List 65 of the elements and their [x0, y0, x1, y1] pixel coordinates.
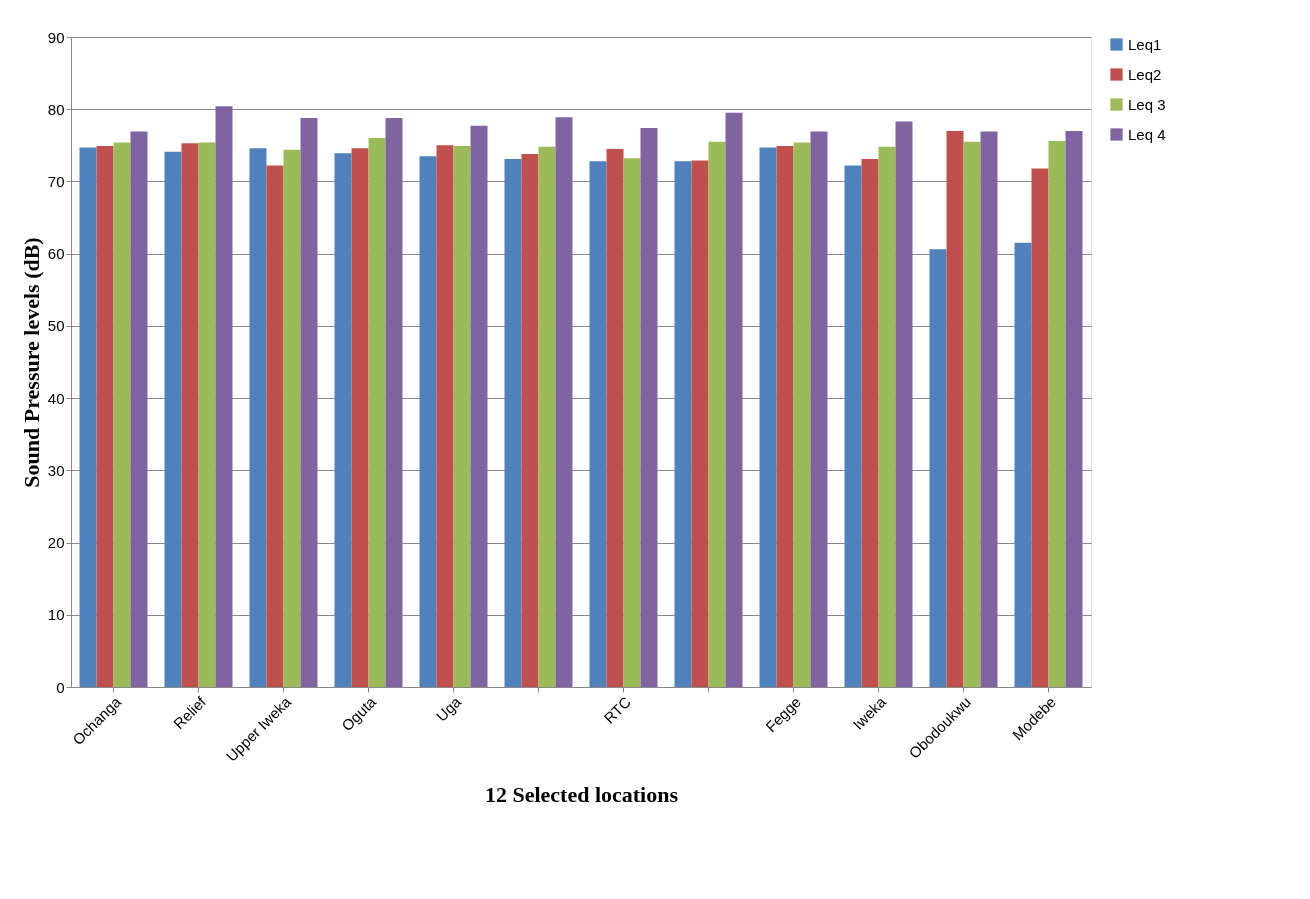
bar [266, 165, 284, 687]
bar [810, 131, 828, 687]
bar [215, 106, 233, 687]
x-axis-title: 12 Selected locations [484, 781, 679, 807]
bar [419, 156, 437, 687]
bar [436, 145, 454, 687]
y-tick-label: 0 [56, 678, 65, 696]
bar [181, 143, 199, 687]
y-tick-label: 50 [47, 317, 65, 335]
bar [453, 146, 471, 687]
legend-label: Leq 3 [1128, 95, 1166, 113]
bar [793, 142, 811, 687]
bar [521, 154, 539, 687]
y-tick-label: 40 [47, 389, 65, 407]
y-axis-title: Sound Pressure levels (dB) [18, 237, 44, 488]
bar [674, 161, 692, 687]
bar [708, 141, 726, 687]
x-tick-label: Uga [432, 692, 465, 725]
bar [368, 138, 386, 687]
legend-label: Leq 4 [1128, 125, 1166, 143]
bar [164, 151, 182, 687]
bar [351, 148, 369, 687]
bar [929, 249, 947, 687]
y-tick-label: 20 [47, 534, 65, 552]
bar [538, 146, 556, 687]
bar [283, 149, 301, 687]
legend-label: Leq1 [1128, 35, 1162, 53]
bar [691, 160, 709, 687]
y-tick-label: 10 [47, 606, 65, 624]
bar [198, 142, 216, 687]
bar [96, 146, 114, 687]
bar [640, 128, 658, 687]
bar [725, 112, 743, 687]
bar [504, 159, 522, 687]
bar [555, 117, 573, 687]
bar [1031, 168, 1049, 687]
bar [249, 148, 267, 687]
y-tick-label: 90 [47, 28, 65, 46]
y-tick-label: 70 [47, 172, 65, 190]
bar [113, 142, 131, 687]
bar [470, 125, 488, 687]
bar [1014, 242, 1032, 687]
bar [946, 130, 964, 687]
bar [844, 165, 862, 687]
bar [963, 141, 981, 687]
bar [878, 146, 896, 687]
y-tick-label: 60 [47, 245, 65, 263]
bar [1048, 141, 1066, 687]
bar [776, 146, 794, 687]
y-tick-label: 30 [47, 461, 65, 479]
bar [895, 121, 913, 687]
bar [759, 147, 777, 687]
bar [130, 131, 148, 687]
bar [79, 147, 97, 687]
bar [300, 117, 318, 687]
bar [606, 148, 624, 687]
bar [861, 159, 879, 687]
bar [385, 117, 403, 687]
bar [623, 158, 641, 687]
y-tick-label: 80 [47, 100, 65, 118]
legend-label: Leq2 [1128, 65, 1162, 83]
bar [1065, 130, 1083, 687]
bar [334, 153, 352, 687]
bar [980, 131, 998, 687]
bar [589, 161, 607, 687]
